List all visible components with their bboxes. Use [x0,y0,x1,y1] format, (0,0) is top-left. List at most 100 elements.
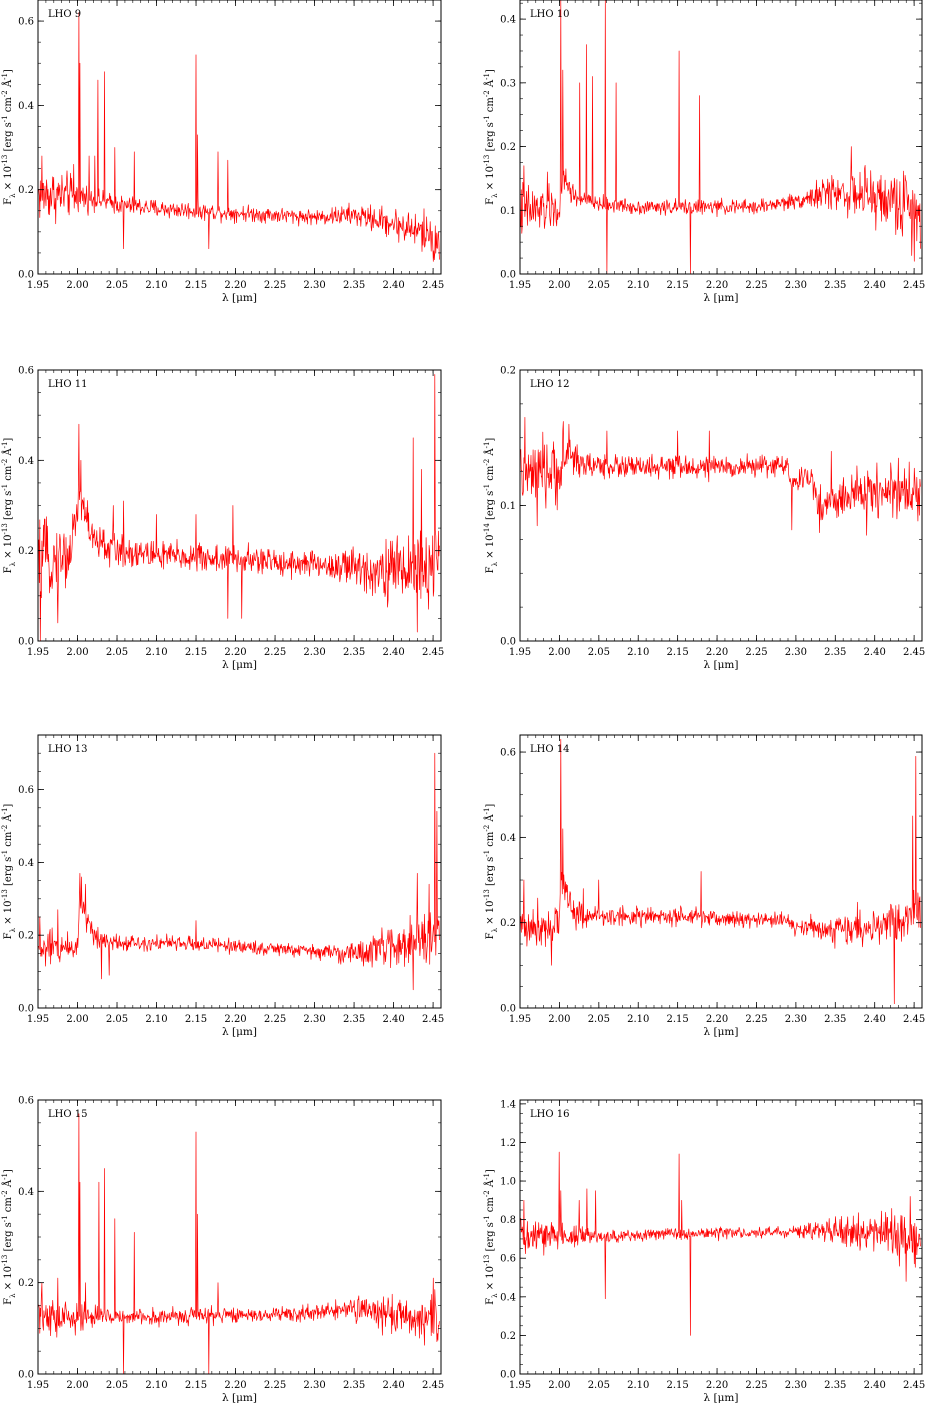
y-axis-label-part: × 10 [3,900,14,927]
y-axis-label-part: -1 [483,850,491,857]
y-axis-label-part: λ [9,927,17,932]
x-tick-label: 2.05 [588,647,610,658]
x-tick-label: 2.00 [548,280,570,291]
x-axis-label: λ [μm] [222,1392,257,1404]
spectrum-line [520,738,921,1005]
y-axis-label-part: Å [2,79,14,90]
y-axis-label-part: λ [491,1293,499,1298]
x-tick-label: 2.30 [785,1014,807,1025]
x-tick-label: 2.25 [264,280,286,291]
y-axis-label-part: λ [491,193,499,198]
x-tick-label: 2.40 [382,280,404,291]
x-tick-label: 2.15 [185,647,207,658]
y-axis-label-part: Å [484,1179,496,1190]
y-tick-label: 0.4 [18,858,34,869]
y-axis-label-part: F [485,932,496,939]
x-tick-label: 2.45 [903,280,925,291]
x-axis-label: λ [μm] [222,659,257,671]
x-tick-label: 2.15 [185,1014,207,1025]
y-tick-label: 0.0 [500,1370,516,1381]
y-axis-label: Fλ × 10-13 [erg s-1 cm-2 Å-1] [483,1169,499,1305]
y-axis-label-part: F [485,1298,496,1305]
y-axis-label-part: cm [485,1197,496,1216]
y-axis-label-part: Å [484,448,496,459]
y-axis-label-part: × 10 [485,534,496,561]
y-tick-label: 1.0 [500,1177,516,1188]
x-tick-label: 2.35 [343,1014,365,1025]
panel-label: LHO 12 [530,379,569,390]
x-tick-label: 2.45 [903,1014,925,1025]
x-tick-label: 2.20 [224,280,246,291]
y-axis-label-part: -1 [1,442,9,449]
x-axis-label: λ [μm] [704,1392,739,1404]
y-axis-label-part: [erg s [485,122,496,155]
y-axis-label-part: [erg s [3,857,14,890]
y-axis-label-part: -13 [1,1255,9,1266]
y-axis-label-part: ] [3,1169,14,1173]
x-tick-label: 1.95 [27,1380,49,1391]
x-tick-label: 2.20 [224,1014,246,1025]
panel-lho-12: 1.95 2.00 2.05 2.10 2.15 2.20 2.25 2.30 2.35 2.40… [483,366,925,672]
y-axis-label-part: -1 [483,808,491,815]
x-tick-label: 2.00 [548,1380,570,1391]
y-tick-label: 0.2 [500,142,516,153]
y-axis-label-part: F [3,1298,14,1305]
y-axis-label-part: ] [3,804,14,808]
x-tick-label: 2.25 [264,647,286,658]
x-tick-label: 2.20 [706,647,728,658]
panel-lho-13: 1.95 2.00 2.05 2.10 2.15 2.20 2.25 2.30 2.35 2.40… [1,734,444,1038]
y-axis-label-part: cm [3,1197,14,1216]
y-tick-label: 0.0 [500,1004,516,1015]
x-tick-label: 2.10 [627,647,649,658]
x-tick-label: 2.10 [627,1380,649,1391]
x-tick-label: 2.10 [145,1014,167,1025]
y-axis-label: Fλ × 10-13 [erg s-1 cm-2 Å-1] [1,1169,17,1305]
y-tick-label: 0.6 [18,1096,34,1107]
y-axis-label-part: ] [485,1169,496,1173]
y-axis-label-part: Å [2,1179,14,1190]
y-axis-label-part: -1 [483,484,491,491]
axes-frame [519,0,923,275]
x-tick-label: 2.10 [627,1014,649,1025]
y-axis-label-part: × 10 [485,1266,496,1293]
y-tick-label: 0.3 [500,78,516,89]
y-tick-label: 0.4 [18,101,34,112]
y-tick-label: 0.2 [18,931,34,942]
y-axis-label-part: λ [491,561,499,566]
y-axis-label-part: -2 [1,459,9,466]
y-axis-label-part: × 10 [3,1266,14,1293]
axes-frame [519,369,923,642]
x-tick-label: 2.15 [185,280,207,291]
y-axis-label-part: × 10 [485,166,496,193]
panel-label: LHO 15 [48,1109,87,1120]
y-axis-label-part: -2 [483,825,491,832]
x-tick-label: 2.00 [548,1014,570,1025]
y-axis-label-part: -13 [1,889,9,900]
spectrum-line [520,417,921,536]
y-tick-label: 0.4 [18,456,34,467]
y-axis-label-part: cm [485,831,496,850]
y-axis-label-part: ] [485,69,496,73]
y-tick-label: 0.8 [500,1215,516,1226]
y-axis-label-part: -1 [1,850,9,857]
x-tick-label: 2.45 [422,647,444,658]
y-tick-label: 0.0 [500,637,516,648]
y-axis-label-part: -13 [483,889,491,900]
x-tick-label: 2.35 [343,647,365,658]
x-tick-label: 2.10 [145,1380,167,1391]
y-axis-label-part: -13 [1,155,9,166]
y-axis-label-part: [erg s [3,491,14,524]
axes-frame [519,1099,923,1375]
x-tick-label: 1.95 [27,1014,49,1025]
y-axis-label-part: -2 [1,90,9,97]
y-axis-label-part: -1 [1,808,9,815]
y-tick-label: 0.4 [18,1187,34,1198]
x-tick-label: 2.00 [548,647,570,658]
y-axis-label-part: λ [491,927,499,932]
x-tick-label: 2.15 [185,1380,207,1391]
panel-label: LHO 11 [48,379,87,390]
x-tick-label: 2.30 [303,1380,325,1391]
x-axis-label: λ [μm] [704,292,739,304]
x-tick-label: 2.35 [824,1380,846,1391]
